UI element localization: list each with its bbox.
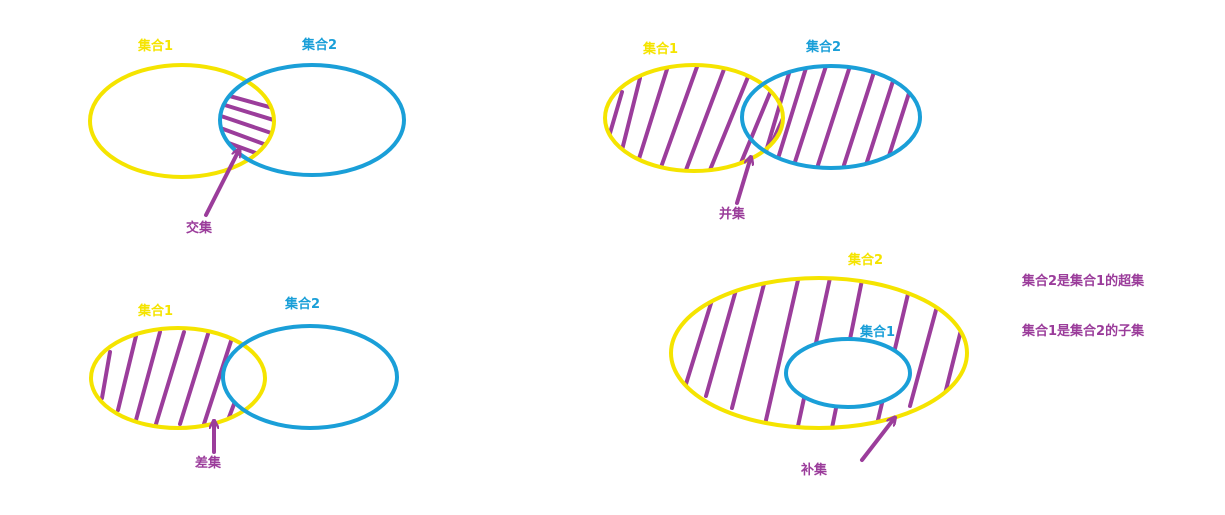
set2-outer-circle bbox=[669, 276, 969, 430]
union-hatch-set2 bbox=[760, 66, 912, 167]
intersection-arrow bbox=[204, 152, 238, 217]
subset-note: 集合1是集合2的子集 bbox=[1021, 323, 1145, 339]
intersection-caption: 交集 bbox=[186, 220, 213, 236]
set2-label: 集合2 bbox=[284, 296, 320, 312]
set2-circle bbox=[740, 64, 922, 170]
set1-label: 集合1 bbox=[642, 41, 678, 57]
set1-circle bbox=[89, 326, 267, 430]
set2-circle bbox=[218, 63, 406, 177]
superset-note: 集合2是集合1的超集 bbox=[1021, 273, 1145, 289]
set1-label: 集合1 bbox=[137, 303, 173, 319]
set2-label: 集合2 bbox=[301, 37, 337, 53]
difference-hatch bbox=[100, 330, 258, 426]
difference-caption: 差集 bbox=[195, 455, 222, 471]
notes: 集合2是集合1的超集 集合1是集合2的子集 bbox=[1021, 273, 1145, 339]
set2-label: 集合2 bbox=[805, 39, 841, 55]
complement-hatch bbox=[684, 276, 964, 430]
set2-label: 集合2 bbox=[847, 252, 883, 268]
set1-label: 集合1 bbox=[137, 38, 173, 54]
set1-circle bbox=[88, 63, 276, 179]
set1-circle bbox=[603, 63, 785, 173]
set2-circle bbox=[221, 324, 399, 430]
set1-inner-circle bbox=[784, 337, 912, 409]
difference-panel: 集合1 集合2 差集 bbox=[89, 296, 399, 471]
union-arrow bbox=[735, 160, 750, 205]
complement-panel: 集合2 集合1 补集 bbox=[669, 252, 969, 478]
union-panel: 集合1 集合2 并集 bbox=[603, 39, 922, 222]
intersection-panel: 集合1 集合2 交集 bbox=[88, 37, 406, 236]
complement-caption: 补集 bbox=[800, 462, 828, 478]
union-caption: 并集 bbox=[719, 206, 746, 222]
set1-label: 集合1 bbox=[859, 324, 895, 340]
complement-arrow bbox=[860, 420, 893, 462]
